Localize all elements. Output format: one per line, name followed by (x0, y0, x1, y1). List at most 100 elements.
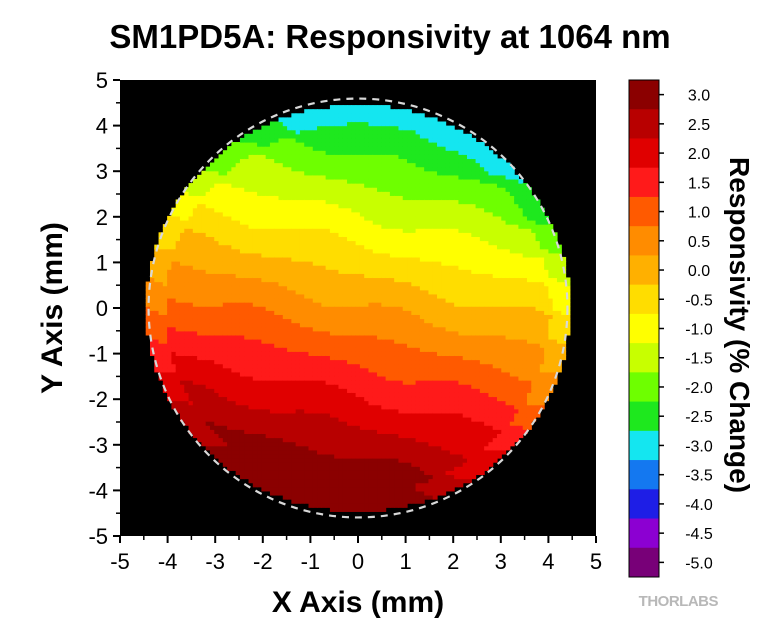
contour-cell (278, 367, 284, 373)
contour-cell (372, 404, 378, 410)
contour-cell (372, 183, 378, 188)
contour-cell (342, 462, 348, 467)
contour-cell (248, 142, 254, 147)
contour-cell (342, 400, 348, 406)
contour-cell (214, 158, 220, 164)
contour-cell (282, 322, 288, 328)
contour-cell (398, 445, 404, 451)
contour-cell (257, 232, 262, 237)
contour-cell (325, 351, 331, 357)
contour-cell (167, 219, 172, 225)
contour-cell (269, 412, 275, 418)
contour-cell (184, 330, 190, 336)
contour-cell (325, 302, 331, 307)
contour-cell (321, 355, 327, 361)
contour-cell (252, 297, 258, 303)
contour-cell (389, 437, 395, 443)
contour-cell (188, 293, 194, 299)
contour-cell (274, 277, 280, 283)
contour-cell (201, 178, 207, 184)
contour-cell (214, 445, 220, 451)
contour-cell (188, 429, 194, 434)
contour-cell (299, 478, 305, 484)
contour-cell (338, 166, 344, 172)
contour-cell (265, 191, 271, 196)
contour-cell (261, 359, 267, 365)
contour-cell (214, 285, 220, 291)
contour-cell (239, 261, 245, 266)
contour-cell (398, 203, 404, 209)
contour-cell (355, 281, 361, 287)
contour-cell (278, 203, 284, 209)
contour-cell (321, 232, 327, 237)
contour-cell (291, 289, 297, 295)
contour-cell (368, 494, 374, 500)
contour-cell (197, 318, 202, 324)
contour-cell (389, 392, 395, 398)
contour-cell (385, 285, 391, 291)
contour-cell (295, 425, 301, 430)
contour-cell (398, 293, 404, 299)
contour-cell (171, 400, 177, 406)
contour-cell (167, 334, 172, 340)
contour-cell (329, 486, 335, 492)
contour-cell (317, 240, 322, 246)
contour-cell (235, 256, 241, 262)
contour-cell (338, 375, 344, 381)
contour-cell (274, 339, 280, 344)
contour-cell (239, 166, 245, 172)
contour-cell (402, 289, 408, 295)
contour-cell (377, 429, 382, 434)
contour-cell (372, 453, 378, 459)
contour-cell (154, 347, 160, 352)
contour-cell (278, 375, 284, 381)
contour-cell (209, 408, 215, 414)
contour-cell (351, 174, 357, 180)
contour-cell (381, 256, 387, 262)
contour-cell (381, 371, 387, 377)
contour-cell (385, 392, 391, 398)
contour-cell (274, 293, 280, 299)
contour-cell (347, 351, 352, 357)
contour-cell (214, 236, 220, 242)
contour-cell (278, 330, 284, 336)
contour-cell (312, 166, 318, 172)
contour-cell (398, 191, 404, 196)
contour-cell (171, 252, 177, 258)
contour-cell (338, 503, 344, 508)
contour-cell (394, 334, 400, 340)
contour-cell (389, 150, 395, 155)
contour-cell (334, 174, 340, 180)
contour-cell (342, 404, 348, 410)
contour-cell (171, 371, 177, 377)
contour-cell (355, 408, 361, 414)
contour-cell (227, 445, 232, 451)
contour-cell (355, 154, 361, 160)
contour-cell (338, 252, 344, 258)
contour-cell (347, 265, 352, 270)
contour-cell (338, 281, 344, 287)
contour-cell (239, 183, 245, 188)
contour-cell (325, 113, 331, 118)
contour-cell (347, 482, 352, 488)
contour-cell (248, 318, 254, 324)
contour-cell (334, 466, 340, 471)
contour-cell (278, 187, 284, 192)
contour-cell (342, 285, 348, 291)
contour-cell (351, 388, 357, 393)
contour-cell (325, 232, 331, 237)
contour-cell (377, 281, 382, 287)
contour-cell (192, 285, 198, 291)
contour-cell (338, 351, 344, 357)
contour-cell (244, 474, 250, 480)
contour-cell (312, 343, 318, 348)
contour-cell (248, 293, 254, 299)
contour-cell (222, 412, 228, 418)
contour-cell (239, 416, 245, 422)
contour-cell (218, 187, 224, 192)
contour-cell (385, 400, 391, 406)
contour-cell (222, 408, 228, 414)
contour-cell (308, 261, 314, 266)
contour-cell (278, 162, 284, 168)
